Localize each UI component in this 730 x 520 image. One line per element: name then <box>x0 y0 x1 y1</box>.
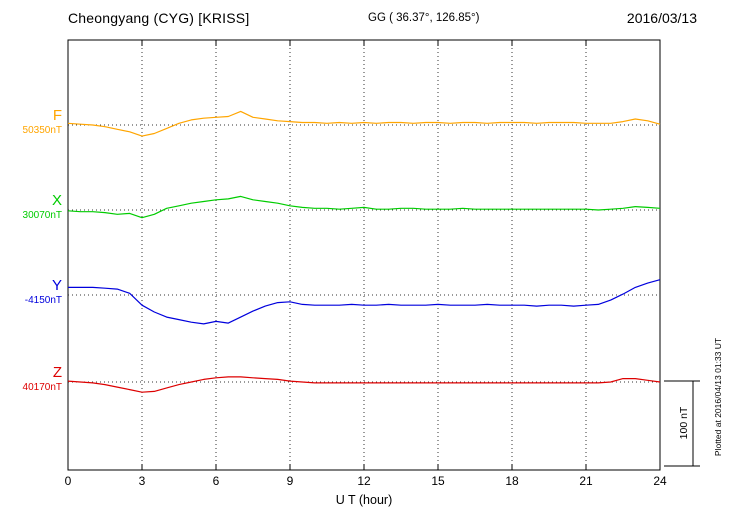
series-label-F: F 50350nT <box>0 108 62 136</box>
series-name-X: X <box>51 192 62 209</box>
series-baseline-value-F: 50350nT <box>22 125 62 136</box>
series-baseline-value-Y: -4150nT <box>24 295 62 306</box>
plot-timestamp: Plotted at 2016/04/13 01:33 UT <box>713 337 723 457</box>
trace-Z <box>67 376 661 393</box>
x-tick-label-21: 21 <box>579 474 593 488</box>
x-tick-label-9: 9 <box>286 474 294 488</box>
x-tick-label-0: 0 <box>64 474 72 488</box>
trace-Y <box>68 279 661 325</box>
series-baseline-value-Z: 40170nT <box>22 382 62 393</box>
series-baseline-value-X: 30070nT <box>22 210 62 221</box>
series-name-F: F <box>52 107 62 124</box>
x-tick-label-3: 3 <box>138 474 146 488</box>
series-name-Z: Z <box>52 364 62 381</box>
series-label-Y: Y -4150nT <box>0 278 62 306</box>
series-label-X: X 30070nT <box>0 193 62 221</box>
station-title: Cheongyang (CYG) [KRISS] <box>68 10 250 26</box>
x-tick-label-6: 6 <box>212 474 220 488</box>
x-tick-label-12: 12 <box>357 474 371 488</box>
trace-F <box>67 110 661 137</box>
date-label: 2016/03/13 <box>626 10 697 26</box>
series-name-Y: Y <box>51 277 62 294</box>
series-label-Z: Z 40170nT <box>0 365 62 393</box>
trace-X <box>67 195 661 219</box>
x-axis-label: U T (hour) <box>335 493 393 507</box>
scale-bar-label: 100 nT <box>678 406 690 440</box>
x-tick-label-15: 15 <box>431 474 445 488</box>
geo-coordinates: GG ( 36.37°, 126.85°) <box>368 12 480 24</box>
x-tick-label-18: 18 <box>505 474 519 488</box>
x-tick-label-24: 24 <box>653 474 667 488</box>
